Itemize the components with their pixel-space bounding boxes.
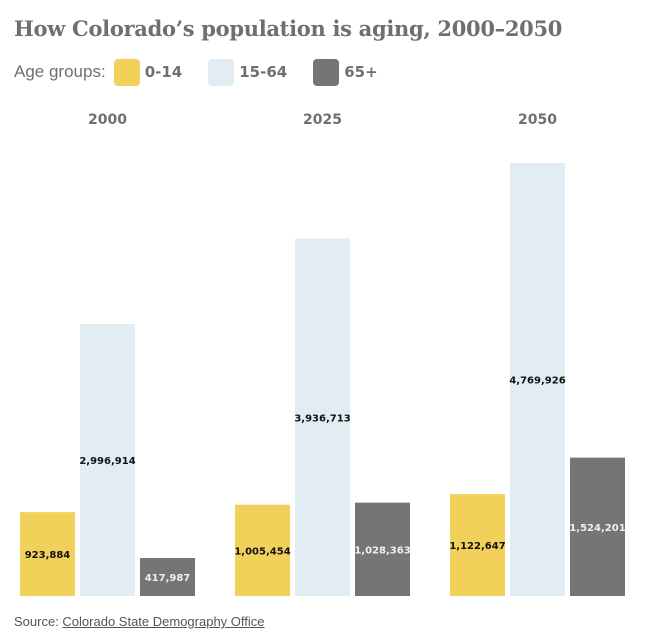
bar-15-64-2050 — [510, 163, 565, 596]
data-label-0-14-2025: 1,005,454 — [234, 546, 290, 557]
bar-15-64-2000 — [80, 323, 135, 596]
legend-label: Age groups: — [14, 62, 106, 81]
legend-swatch-15-64 — [208, 58, 235, 86]
legend-item-0-14: 0-14 — [113, 58, 183, 86]
category-label-2025: 2025 — [303, 112, 342, 128]
legend-text-0-14: 0-14 — [144, 63, 183, 81]
bar-65-plus-2000 — [140, 558, 195, 596]
bar-15-64-2025 — [295, 238, 350, 596]
chart-title: How Colorado’s population is aging, 2000… — [14, 16, 563, 41]
legend-swatch-65-plus — [313, 58, 340, 86]
category-label-2000: 2000 — [88, 112, 127, 128]
bar-65-plus-2050 — [570, 457, 625, 596]
data-label-0-14-2050: 1,122,647 — [449, 541, 505, 552]
legend-text-15-64: 15-64 — [239, 63, 288, 81]
data-label-15-64-2050: 4,769,926 — [509, 376, 565, 387]
legend-item-65-plus: 65+ — [313, 58, 378, 86]
source-link[interactable]: Colorado State Demography Office — [62, 614, 265, 629]
source-prefix: Source: — [14, 614, 63, 629]
legend-text-65-plus: 65+ — [344, 63, 378, 81]
legend-item-15-64: 15-64 — [208, 58, 288, 86]
data-label-15-64-2025: 3,936,713 — [294, 413, 350, 424]
source-note: Source: Colorado State Demography Office — [14, 614, 265, 629]
data-label-65-plus-2000: 417,987 — [145, 573, 191, 584]
legend-swatch-0-14 — [113, 58, 140, 86]
data-label-15-64-2000: 2,996,914 — [79, 456, 135, 467]
legend: Age groups: 0-14 15-64 65+ — [14, 58, 400, 86]
category-label-2050: 2050 — [518, 112, 557, 128]
bar-0-14-2000 — [20, 512, 75, 596]
data-label-0-14-2000: 923,884 — [25, 550, 71, 561]
data-label-65-plus-2025: 1,028,363 — [354, 545, 410, 556]
data-label-65-plus-2050: 1,524,201 — [569, 523, 625, 534]
bar-0-14-2050 — [450, 494, 505, 596]
bar-0-14-2025 — [235, 504, 290, 596]
bar-65-plus-2025 — [355, 502, 410, 596]
